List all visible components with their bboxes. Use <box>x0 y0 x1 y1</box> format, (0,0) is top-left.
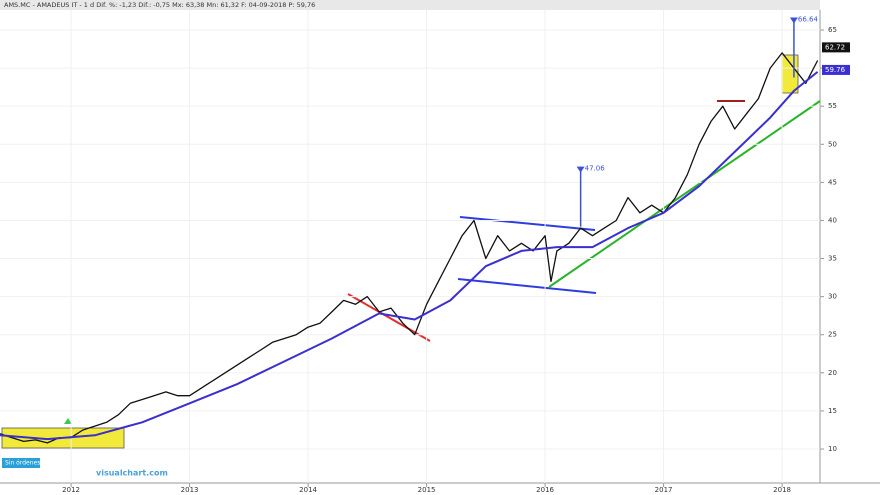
x-tick-label: 2013 <box>181 486 199 494</box>
price-tag <box>822 64 850 75</box>
x-tick-label: 2017 <box>655 486 673 494</box>
price-line <box>0 71 819 441</box>
y-tick-label: 20 <box>828 369 837 377</box>
y-tick-label: 10 <box>828 445 837 453</box>
header: AMS.MC - AMADEUS IT - 1 d Dif. %: -1,23 … <box>4 1 315 9</box>
y-tick-label: 30 <box>828 293 837 301</box>
y-tick-label: 50 <box>828 140 837 148</box>
status-box <box>2 458 40 468</box>
header-bar <box>0 0 820 10</box>
target-arrow <box>576 166 585 173</box>
channel-line <box>459 216 596 231</box>
y-tick-label: 25 <box>828 331 837 339</box>
x-tick-label: 2014 <box>299 486 317 494</box>
price-tag <box>822 42 850 53</box>
price-line <box>0 52 819 444</box>
support-line <box>548 100 821 288</box>
target-arrow <box>789 17 798 24</box>
y-tick-label: 15 <box>828 407 837 415</box>
target-label: 47.06 <box>585 165 606 173</box>
y-tick-label: 55 <box>828 102 837 110</box>
target-label: 66.64 <box>798 16 819 24</box>
price-tag-label: 59.76 <box>825 66 846 74</box>
y-tick-label: 40 <box>828 216 837 224</box>
watermark: visualchart.com <box>96 469 168 478</box>
channel-line <box>457 278 597 294</box>
y-tick-label: 35 <box>828 255 837 263</box>
x-tick-label: 2018 <box>773 486 791 494</box>
buy-arrow <box>64 418 72 424</box>
status: Sin órdenes <box>5 460 40 467</box>
y-tick-label: 45 <box>828 178 837 186</box>
trendline <box>347 293 431 342</box>
x-tick-label: 2016 <box>536 486 554 494</box>
highlight-box <box>781 54 799 94</box>
x-tick-label: 2015 <box>418 486 436 494</box>
price-tag-label: 62.72 <box>825 43 845 51</box>
x-tick-label: 2012 <box>62 486 80 494</box>
y-tick-label: 65 <box>828 26 837 34</box>
